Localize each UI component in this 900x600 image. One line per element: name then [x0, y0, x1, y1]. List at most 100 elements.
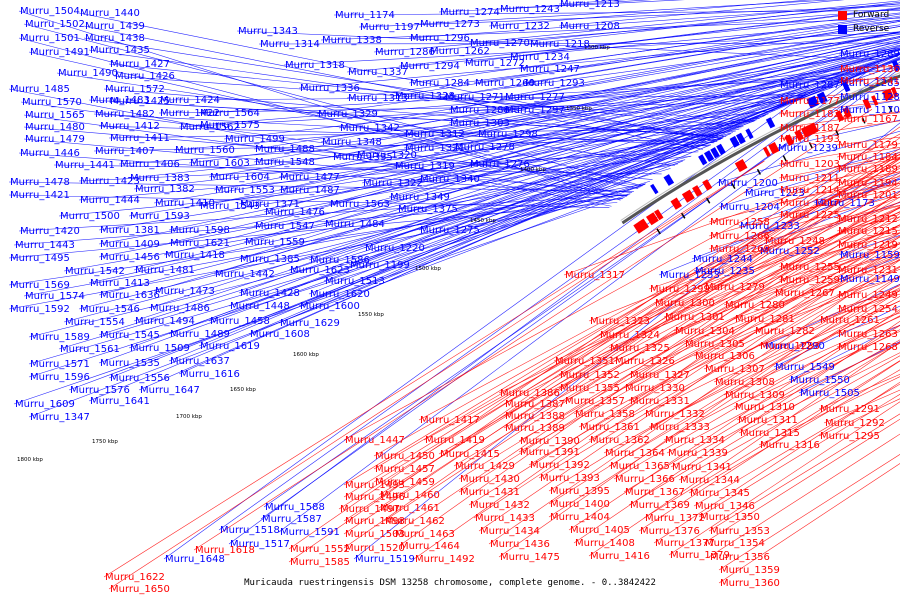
forward-gene-label: Murru_1493 — [345, 480, 405, 491]
forward-gene-label: Murru_1496 — [345, 492, 405, 503]
reverse-gene-label-leader — [78, 144, 711, 201]
forward-gene-label: Murru_1358 — [575, 409, 635, 420]
forward-gene-label-leader — [703, 418, 900, 544]
legend-reverse-label: Reverse — [853, 24, 890, 34]
reverse-gene-label-leader — [443, 21, 900, 98]
reverse-gene-label: Murru_1349 — [390, 192, 450, 203]
forward-gene-label: Murru_1307 — [705, 364, 765, 375]
reverse-gene-label-leader — [18, 152, 628, 197]
forward-gene-label: Murru_1217 — [780, 198, 840, 209]
forward-gene — [702, 179, 713, 191]
reverse-gene-label-leader — [98, 137, 724, 364]
reverse-gene-label: Murru_1620 — [310, 289, 370, 300]
forward-gene-label-leader — [573, 320, 900, 544]
reverse-gene-label-leader — [298, 32, 900, 89]
forward-gene-label: Murru_1311 — [738, 415, 798, 426]
forward-gene-label: Murru_1503 — [345, 529, 405, 540]
reverse-gene-label-leader — [23, 183, 646, 297]
forward-gene-label-leader — [473, 236, 900, 519]
forward-gene-label: Murru_1283 — [760, 341, 820, 352]
reverse-gene-label: Murru_1320 — [357, 150, 417, 161]
forward-gene-label: Murru_1497 — [340, 504, 400, 515]
reverse-gene-label: Murru_1252 — [760, 246, 820, 257]
reverse-gene-label: Murru_1298 — [478, 129, 538, 140]
forward-gene-label-leader — [518, 236, 900, 453]
reverse-gene-label: Murru_1319 — [395, 161, 455, 172]
reverse-gene-label: Murru_1629 — [280, 318, 340, 329]
forward-gene-label: Murru_1395 — [550, 486, 610, 497]
reverse-gene-label: Murru_1569 — [10, 280, 70, 291]
forward-gene-label: Murru_1331 — [630, 396, 690, 407]
reverse-gene-label-leader — [253, 49, 900, 150]
forward-gene-label-leader — [588, 266, 900, 441]
reverse-gene-label: Murru_1273 — [420, 19, 480, 30]
forward-gene-label: Murru_1492 — [415, 554, 475, 565]
forward-gene-label: Murru_1361 — [580, 422, 640, 433]
forward-gene-label-leader — [733, 330, 900, 408]
reverse-gene — [736, 132, 746, 145]
forward-gene-label: Murru_1184 — [838, 152, 898, 163]
reverse-gene-label-leader — [278, 44, 900, 178]
reverse-gene-label: Murru_1435 — [90, 45, 150, 56]
forward-gene-label: Murru_1344 — [680, 475, 740, 486]
reverse-gene-label: Murru_1371 — [240, 199, 300, 210]
reverse-gene-label-leader — [558, 0, 845, 27]
reverse-gene-label: Murru_1173 — [815, 198, 875, 209]
reverse-gene — [745, 128, 754, 140]
forward-gene-label-leader — [548, 283, 900, 505]
reverse-gene-label-leader — [331, 37, 900, 158]
forward-gene-label: Murru_1650 — [110, 584, 170, 595]
reverse-gene-label: Murru_1220 — [365, 243, 425, 254]
position-tick — [656, 228, 661, 235]
reverse-gene-label: Murru_1623 — [290, 265, 350, 276]
forward-gene-label: Murru_1267 — [775, 288, 835, 299]
reverse-gene-label-leader — [236, 30, 887, 61]
forward-gene-label: Murru_1315 — [740, 428, 800, 439]
reverse-gene-label: Murru_1234 — [510, 52, 570, 63]
forward-gene-label-leader — [453, 196, 900, 467]
position-tick — [706, 197, 711, 204]
forward-gene-label: Murru_1194 — [838, 178, 898, 189]
reverse-gene-label: Murru_1314 — [260, 39, 320, 50]
reverse-gene-label: Murru_1621 — [170, 238, 230, 249]
forward-gene-label: Murru_1475 — [500, 552, 560, 563]
forward-gene-label: Murru_1203 — [780, 159, 840, 170]
forward-gene-label: Murru_1339 — [668, 448, 728, 459]
forward-gene-label-leader — [343, 158, 900, 549]
forward-gene-label-leader — [108, 160, 765, 590]
forward-gene-label: Murru_1301 — [665, 312, 725, 323]
reverse-gene-label: Murru_1170 — [840, 105, 900, 116]
forward-gene-label-leader — [588, 341, 900, 557]
reverse-gene-label: Murru_1385 — [240, 254, 300, 265]
reverse-gene-label: Murru_1312 — [405, 129, 465, 140]
reverse-gene-label-leader — [453, 41, 900, 148]
reverse-gene-label: Murru_1576 — [70, 385, 130, 396]
reverse-gene-label-leader — [373, 8, 900, 53]
reverse-gene-label: Murru_1489 — [170, 329, 230, 340]
forward-gene-label-leader — [528, 247, 900, 466]
reverse-gene-label-leader — [138, 115, 765, 391]
reverse-swatch — [838, 24, 847, 34]
forward-gene-label: Murru_1255 — [780, 262, 840, 273]
forward-gene-label: Murru_1405 — [570, 525, 630, 536]
reverse-gene-label: Murru_1424 — [160, 95, 220, 106]
forward-gene-label-leader — [668, 401, 900, 556]
reverse-gene-label: Murru_1275 — [420, 225, 480, 236]
forward-gene — [862, 98, 872, 110]
reverse-gene-label-leader — [148, 99, 797, 309]
forward-swatch — [838, 10, 847, 20]
reverse-gene-label-leader — [388, 49, 900, 198]
reverse-gene-label: Murru_1381 — [100, 225, 160, 236]
forward-gene-label-leader — [683, 254, 900, 345]
forward-gene-label: Murru_1249 — [838, 290, 898, 301]
forward-gene — [768, 142, 780, 155]
reverse-gene-label: Murru_1488 — [255, 144, 315, 155]
forward-gene-label: Murru_1618 — [195, 545, 255, 556]
reverse-gene-label: Murru_1484 — [325, 219, 385, 230]
forward-gene-label: Murru_1415 — [440, 449, 500, 460]
forward-gene-label-leader — [613, 311, 900, 480]
reverse-gene-label: Murru_1340 — [420, 174, 480, 185]
reverse-gene-label-leader — [316, 33, 900, 115]
